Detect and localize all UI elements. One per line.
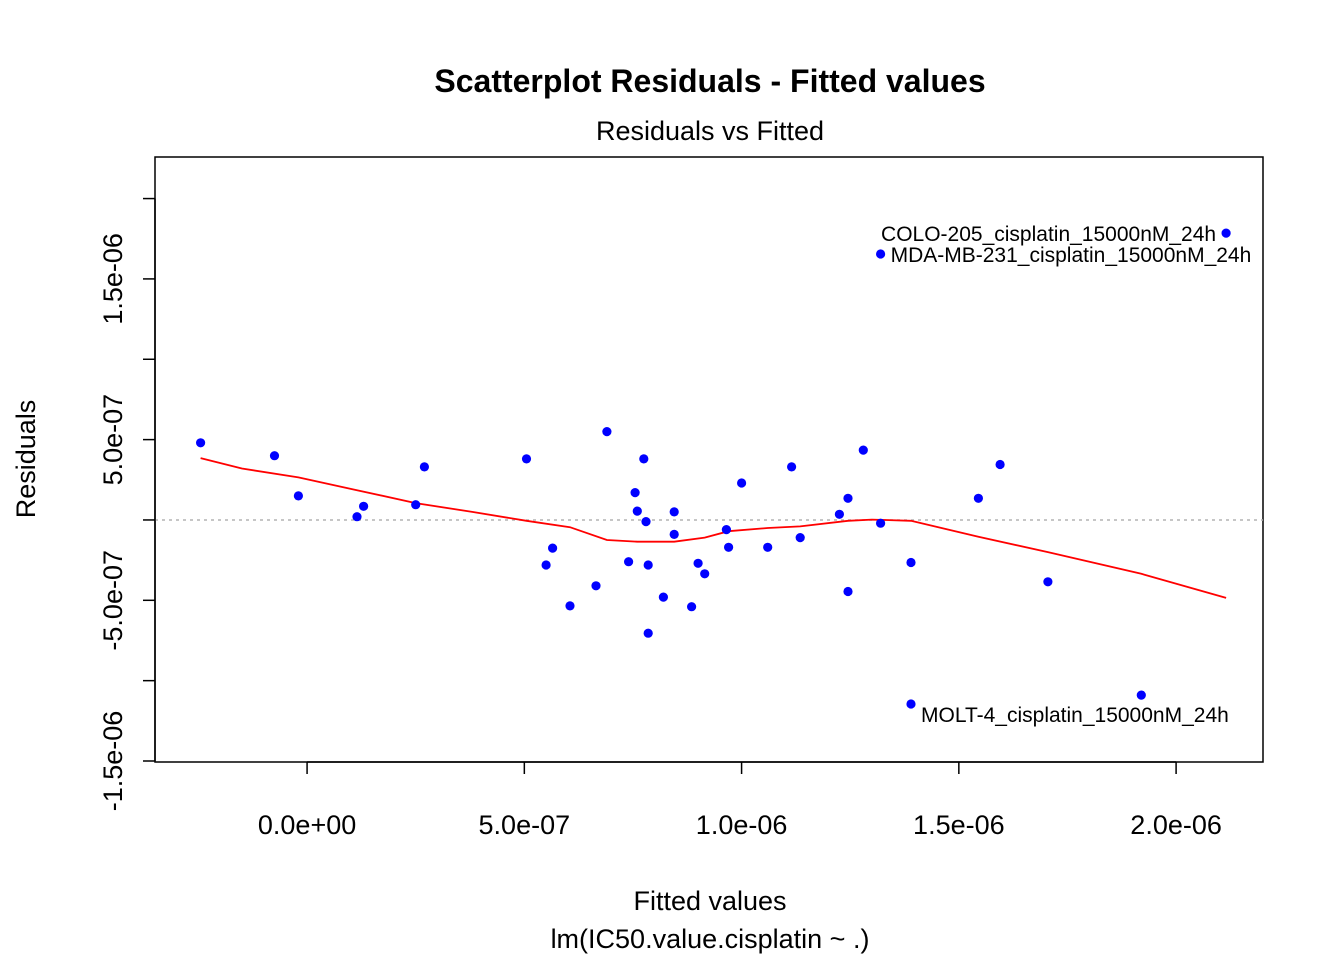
data-point: [876, 518, 886, 528]
data-point: [721, 525, 732, 535]
data-point: [602, 427, 612, 437]
data-point: [787, 462, 797, 472]
chart-subtitle: Residuals vs Fitted: [596, 116, 824, 146]
point-label: MOLT-4_cisplatin_15000nM_24h: [921, 704, 1229, 727]
data-point: [687, 602, 697, 612]
data-point: [693, 558, 703, 568]
smooth-line-layer: [200, 457, 1227, 599]
data-point: [411, 500, 421, 510]
x-tick-label: 2.0e-06: [1130, 810, 1222, 840]
x-tick-label: 5.0e-07: [479, 810, 571, 840]
y-tick-label: 5.0e-07: [98, 394, 128, 486]
data-point: [843, 586, 853, 597]
data-point: [293, 491, 303, 501]
data-point: [643, 628, 653, 638]
data-point: [1136, 690, 1146, 700]
x-tick-label: 0.0e+00: [258, 810, 356, 840]
data-point: [643, 560, 653, 570]
data-point: [359, 501, 369, 511]
y-tick-label: -1.5e-06: [98, 711, 128, 812]
data-point: [724, 542, 734, 552]
data-point: [541, 560, 551, 570]
data-point: [834, 509, 845, 519]
data-point: [843, 493, 853, 503]
data-point: [700, 569, 710, 579]
data-point: [973, 493, 984, 503]
data-point: [763, 542, 773, 552]
y-tick-label: 1.5e-06: [98, 233, 128, 325]
x-axis-label: Fitted values: [633, 886, 786, 916]
data-point: [906, 699, 916, 709]
data-point: [795, 533, 805, 543]
chart-title: Scatterplot Residuals - Fitted values: [434, 63, 985, 99]
data-point: [565, 601, 575, 611]
data-point: [548, 543, 558, 553]
data-point: [639, 454, 649, 464]
x-tick-label: 1.5e-06: [913, 810, 1005, 840]
data-point: [591, 581, 601, 591]
point-label: COLO-205_cisplatin_15000nM_24h: [881, 223, 1216, 246]
x-tick-label: 1.0e-06: [696, 810, 788, 840]
data-point: [737, 478, 747, 488]
points-layer: [196, 228, 1231, 709]
data-point: [641, 517, 651, 527]
data-point: [669, 529, 679, 540]
data-point: [419, 462, 429, 472]
data-point: [269, 451, 280, 461]
y-axis-label: Residuals: [11, 400, 41, 519]
x-axis-sublabel: lm(IC50.value.cisplatin ~ .): [551, 924, 870, 954]
smooth-line: [200, 457, 1227, 599]
data-point: [995, 459, 1005, 470]
y-tick-label: -5.0e-07: [98, 550, 128, 651]
data-point: [630, 488, 640, 498]
data-point: [624, 557, 634, 567]
data-point: [669, 507, 679, 517]
data-point: [1043, 577, 1053, 587]
data-point: [632, 506, 642, 516]
point-label: MDA-MB-231_cisplatin_15000nM_24h: [891, 244, 1252, 267]
data-point: [658, 592, 669, 602]
data-point: [858, 445, 868, 455]
data-point: [196, 438, 206, 448]
data-point: [876, 249, 886, 259]
y-axis: -1.5e-06 -5.0e-07 5.0e-07 1.5e-06: [98, 197, 156, 812]
data-point: [906, 557, 916, 568]
point-labels-layer: COLO-205_cisplatin_15000nM_24hMDA-MB-231…: [881, 223, 1251, 727]
x-axis: 0.0e+00 5.0e-07 1.0e-06 1.5e-06 2.0e-06: [258, 761, 1222, 840]
data-point: [521, 454, 532, 464]
data-point: [1221, 228, 1231, 238]
data-point: [352, 512, 362, 522]
